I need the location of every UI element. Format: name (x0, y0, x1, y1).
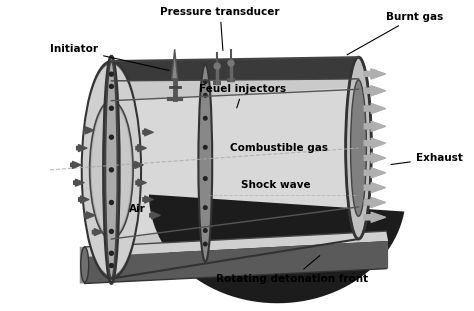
FancyArrowPatch shape (79, 196, 89, 203)
Text: Shock wave: Shock wave (241, 180, 310, 190)
Polygon shape (111, 57, 358, 279)
Ellipse shape (91, 104, 131, 236)
Circle shape (203, 229, 207, 232)
Circle shape (203, 116, 207, 120)
FancyArrowPatch shape (73, 179, 84, 186)
Ellipse shape (90, 101, 133, 239)
Circle shape (109, 263, 113, 267)
FancyArrowPatch shape (83, 127, 94, 134)
Ellipse shape (199, 64, 212, 262)
Text: Exhaust: Exhaust (391, 153, 463, 165)
Circle shape (203, 242, 207, 246)
Circle shape (109, 230, 113, 233)
Text: Rotating detonation front: Rotating detonation front (216, 256, 368, 284)
Ellipse shape (82, 61, 141, 279)
FancyArrowPatch shape (143, 129, 153, 136)
Circle shape (109, 72, 113, 76)
FancyArrowPatch shape (133, 161, 143, 168)
Circle shape (109, 135, 113, 139)
Polygon shape (111, 57, 358, 81)
FancyArrowPatch shape (77, 145, 87, 151)
FancyArrowPatch shape (143, 196, 153, 203)
FancyArrowPatch shape (364, 168, 385, 178)
Polygon shape (172, 49, 178, 79)
Ellipse shape (81, 247, 89, 282)
FancyArrowPatch shape (364, 104, 385, 114)
FancyArrowPatch shape (364, 138, 385, 148)
Ellipse shape (346, 57, 371, 239)
Circle shape (203, 177, 207, 180)
Circle shape (109, 168, 113, 172)
FancyArrowPatch shape (364, 197, 385, 207)
Text: Burnt gas: Burnt gas (347, 12, 443, 55)
Text: Feuel injectors: Feuel injectors (199, 84, 286, 108)
FancyArrowPatch shape (364, 69, 385, 79)
FancyArrowPatch shape (364, 86, 385, 95)
FancyArrowPatch shape (364, 153, 385, 163)
Polygon shape (85, 241, 388, 284)
Circle shape (109, 201, 113, 204)
FancyArrowPatch shape (71, 161, 81, 168)
Text: Pressure transducer: Pressure transducer (160, 7, 280, 50)
Polygon shape (111, 87, 358, 239)
FancyArrowPatch shape (84, 212, 95, 219)
Polygon shape (85, 231, 388, 257)
FancyArrowPatch shape (364, 183, 385, 193)
Circle shape (109, 251, 113, 255)
FancyArrowPatch shape (136, 145, 146, 151)
FancyArrowPatch shape (92, 229, 103, 235)
Ellipse shape (103, 56, 119, 284)
Ellipse shape (105, 61, 118, 279)
FancyArrowPatch shape (364, 212, 385, 222)
Circle shape (203, 94, 207, 97)
Ellipse shape (83, 64, 140, 276)
Text: Air: Air (129, 204, 146, 214)
Circle shape (203, 80, 207, 84)
Text: Initiator: Initiator (50, 44, 169, 70)
Circle shape (109, 84, 113, 88)
FancyArrowPatch shape (150, 212, 160, 219)
Circle shape (203, 146, 207, 149)
Text: Combustible gas: Combustible gas (230, 143, 328, 153)
FancyArrowPatch shape (136, 179, 146, 186)
Circle shape (214, 63, 220, 69)
Polygon shape (80, 247, 87, 284)
Circle shape (109, 106, 113, 110)
FancyArrowPatch shape (364, 122, 385, 131)
Circle shape (203, 206, 207, 209)
Ellipse shape (351, 80, 366, 216)
Polygon shape (149, 195, 406, 303)
Circle shape (228, 60, 234, 66)
